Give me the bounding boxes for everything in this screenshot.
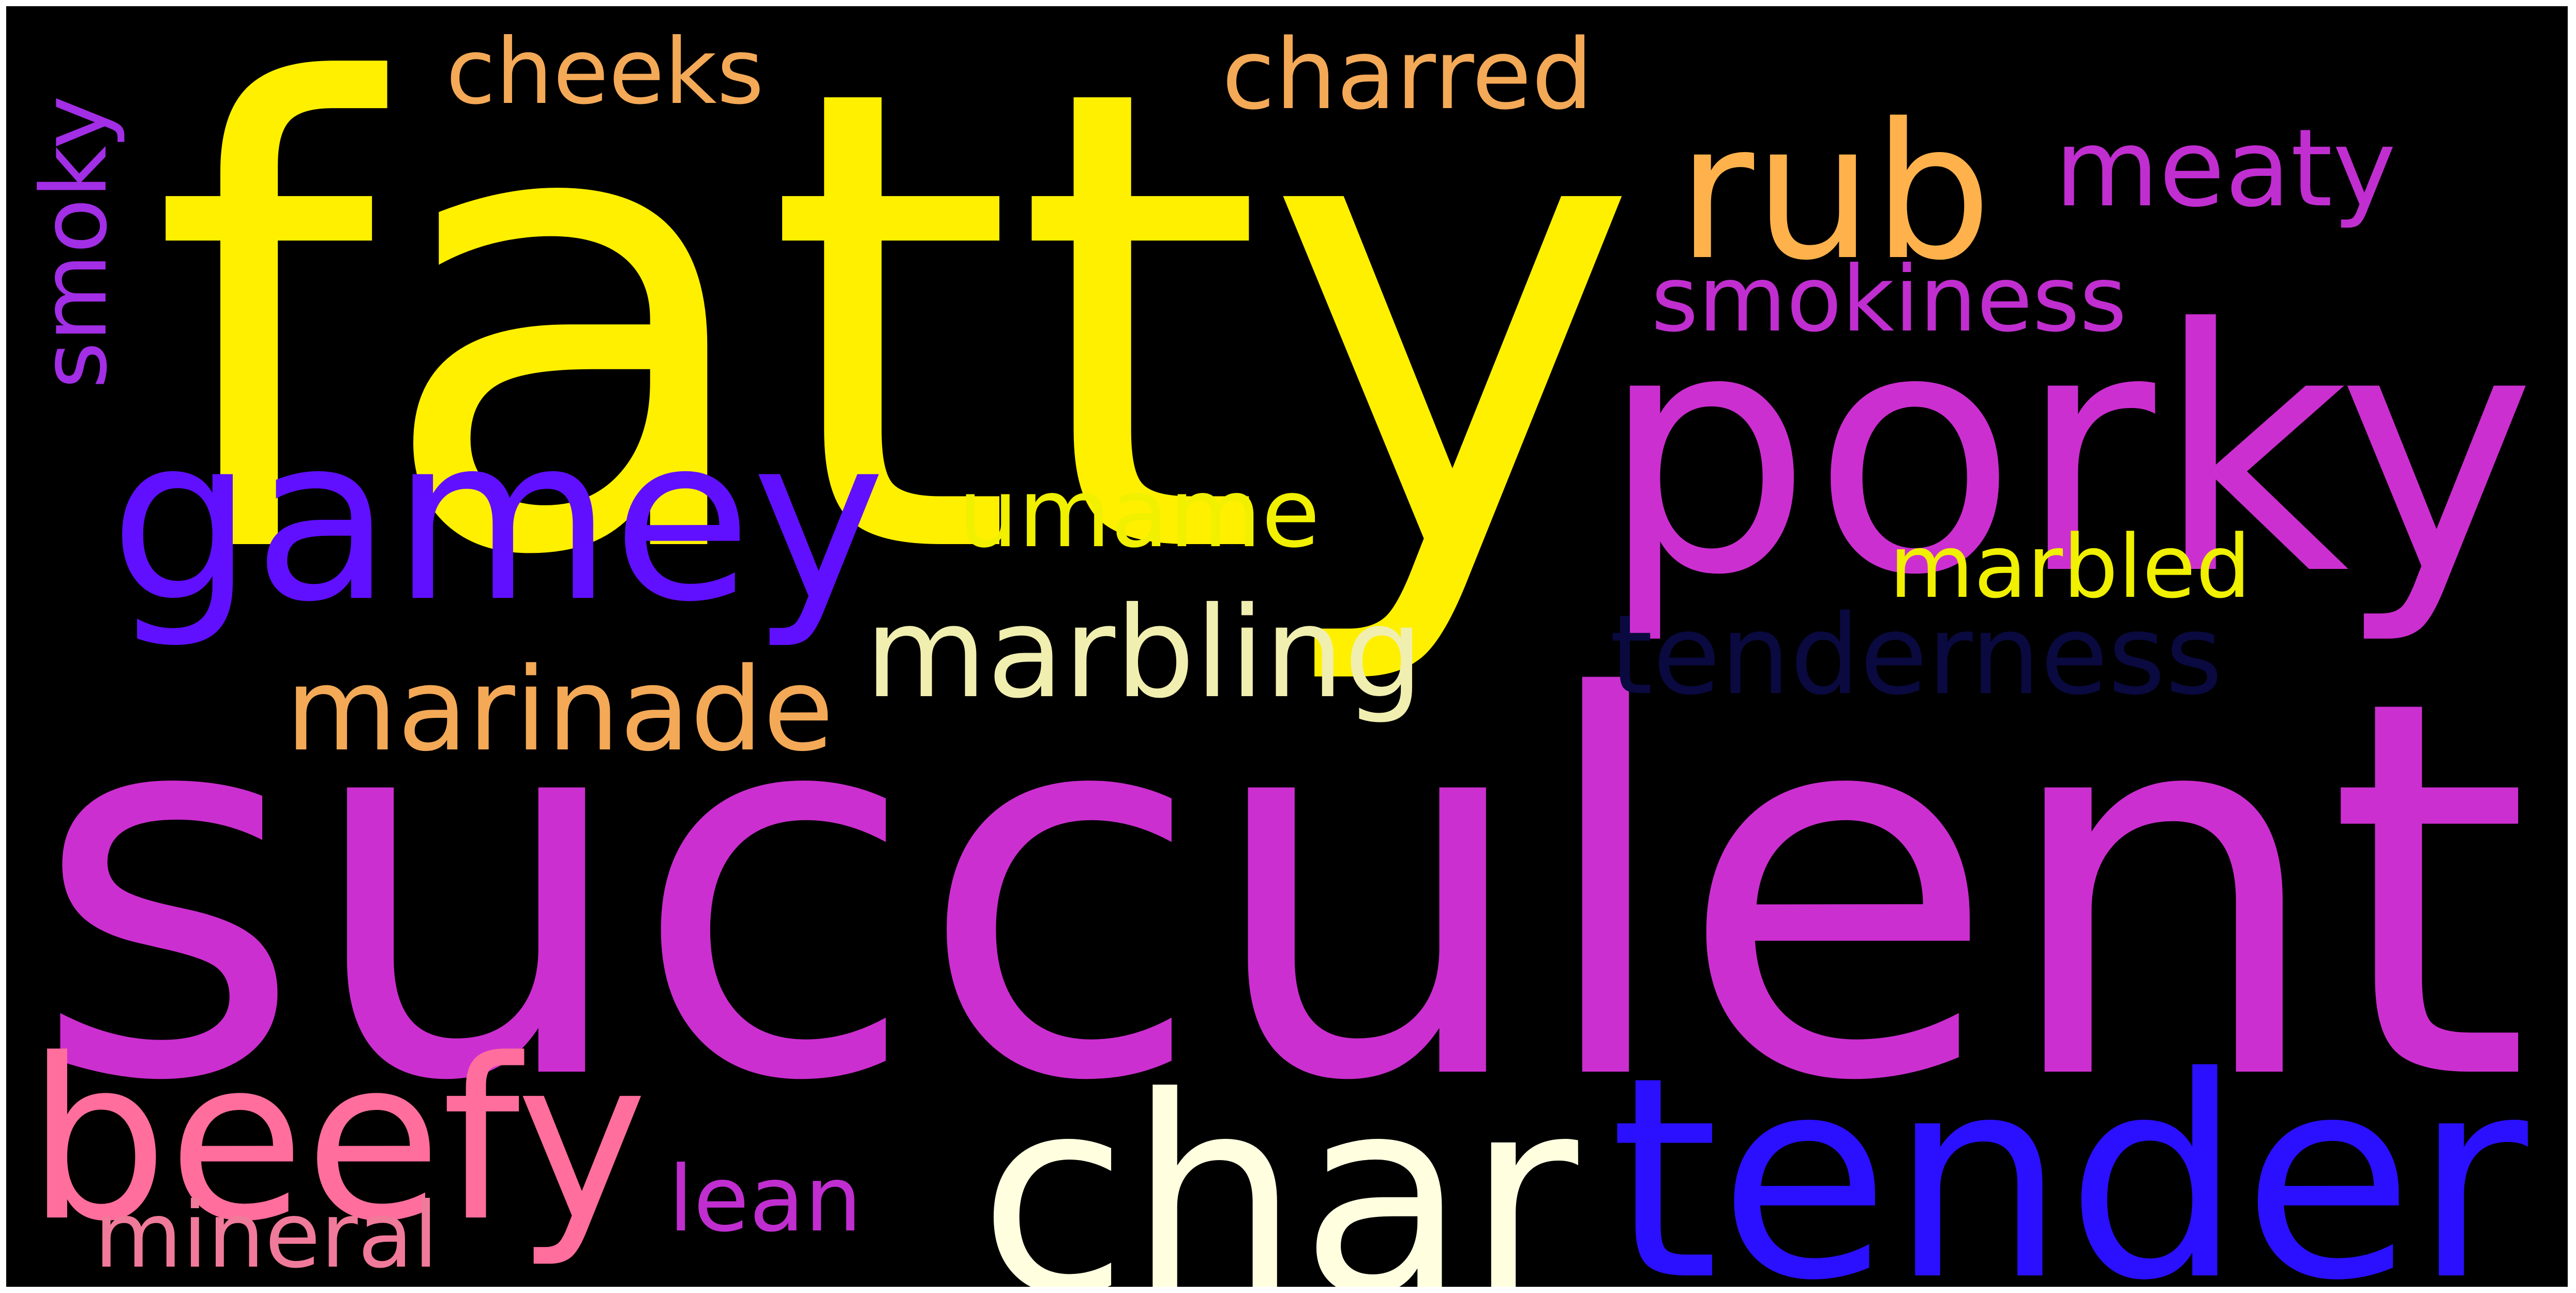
word-umame: umame — [958, 458, 1320, 569]
word-fatty: fatty — [151, 6, 1641, 695]
word-charred: charred — [1222, 19, 1593, 131]
word-cloud: fatty succulent porky gamey char tender … — [6, 6, 2568, 1287]
word-rub: rub — [1677, 84, 1992, 302]
word-porky: porky — [1599, 258, 2536, 648]
word-lean: lean — [668, 1147, 862, 1252]
word-cheeks: cheeks — [446, 20, 764, 125]
word-marbled: marbled — [1889, 516, 2251, 618]
word-char: char — [979, 1039, 1578, 1287]
word-marbling: marbling — [865, 580, 1424, 726]
word-meaty: meaty — [2055, 106, 2397, 231]
word-beefy: beefy — [27, 1012, 648, 1270]
word-tenderness: tenderness — [1610, 592, 2223, 719]
word-mineral: mineral — [94, 1183, 439, 1287]
word-marinade: marinade — [286, 643, 834, 777]
word-gamey: gamey — [110, 388, 886, 652]
word-smokiness: smokiness — [1651, 247, 2127, 352]
word-succulent: succulent — [32, 589, 2531, 1194]
word-smoky: smoky — [22, 95, 127, 389]
word-tender: tender — [1610, 1017, 2528, 1287]
